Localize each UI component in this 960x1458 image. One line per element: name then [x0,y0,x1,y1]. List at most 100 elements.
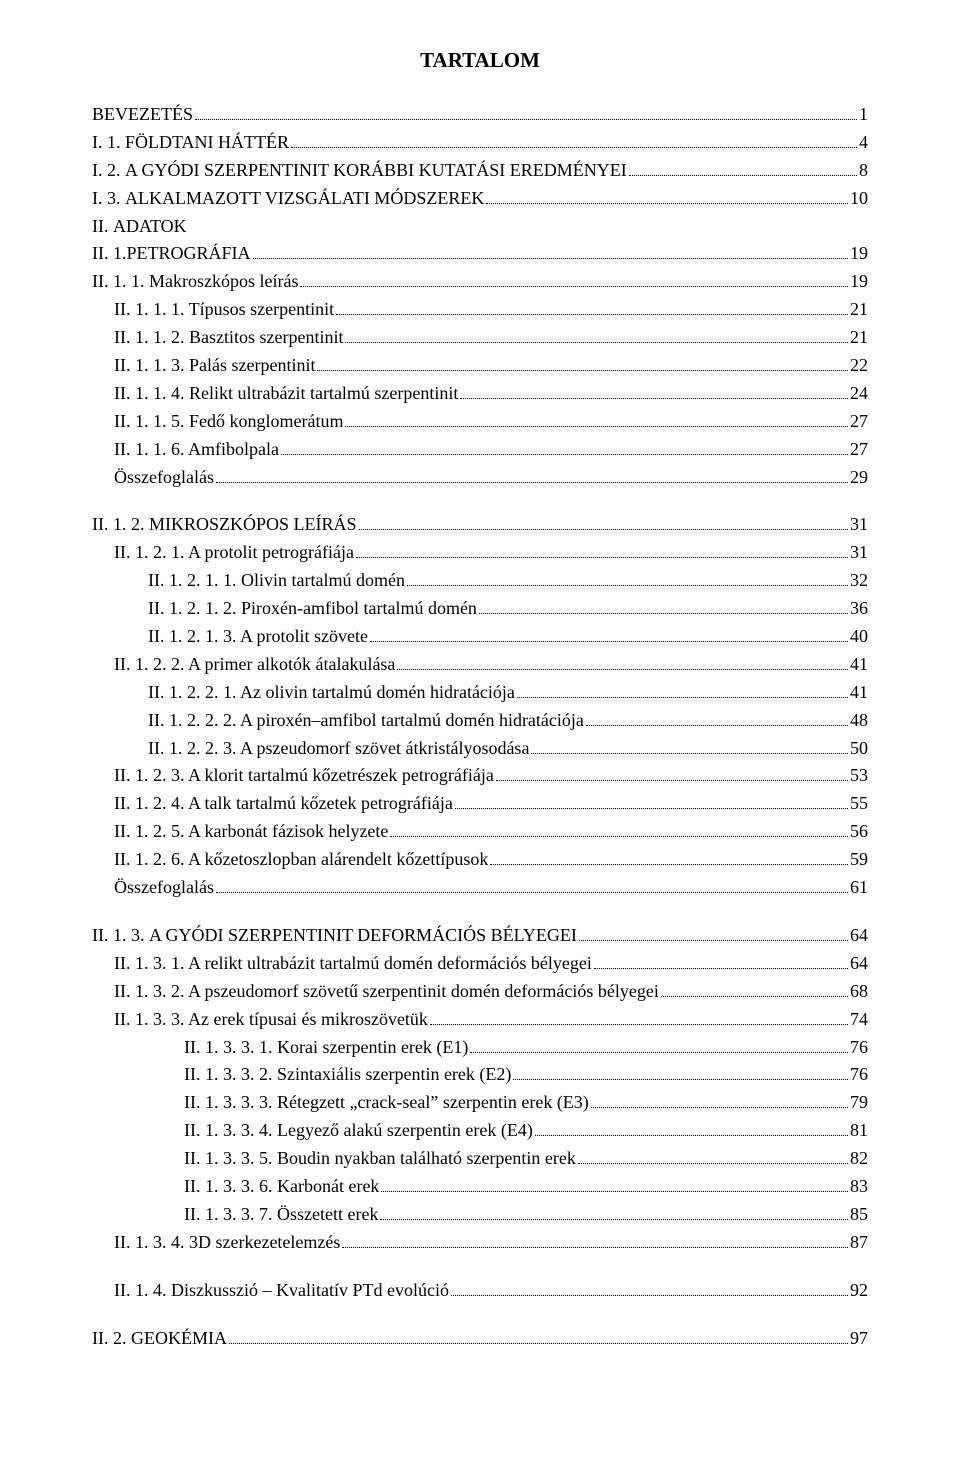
toc-label: II. 1. 4. Diszkusszió – Kvalitatív PTd e… [114,1277,449,1305]
toc-label: II. 1. 1. 1. Típusos szerpentinit [114,296,334,324]
section-gap [92,902,868,922]
toc-leader-dots [517,697,848,698]
toc-page-number: 55 [850,790,868,818]
toc-page-number: 64 [850,922,868,950]
toc-label: II. 1. 2. 2. 3. A pszeudomorf szövet átk… [148,735,529,763]
toc-page-number: 81 [850,1117,868,1145]
toc-page-number: 19 [850,240,868,268]
toc-leader-dots [381,1191,848,1192]
toc-page-number: 10 [850,185,868,213]
toc-leader-dots [216,892,848,893]
toc-entry: II. 1. 1. 3. Palás szerpentinit22 [92,352,868,380]
toc-leader-dots [345,426,848,427]
section-gap [92,1305,868,1325]
toc-entry: II. 1. 2. 1. 1. Olivin tartalmú domén32 [92,567,868,595]
toc-page-number: 4 [859,129,868,157]
toc-label: I. 2. A GYÓDI SZERPENTINIT KORÁBBI KUTAT… [92,157,627,185]
toc-label: II. 1. 3. 4. 3D szerkezetelemzés [114,1229,340,1257]
toc-label: Összefoglalás [114,464,214,492]
toc-leader-dots [531,753,848,754]
toc-label: II. 1. 2. 5. A karbonát fázisok helyzete [114,818,388,846]
toc-leader-dots [359,529,848,530]
toc-leader-dots [430,1024,848,1025]
toc-label: II. 1. 3. 1. A relikt ultrabázit tartalm… [114,950,592,978]
toc-leader-dots [216,482,848,483]
toc-leader-dots [195,119,857,120]
toc-entry: II. 1. 2. 4. A talk tartalmú kőzetek pet… [92,790,868,818]
toc-label: BEVEZETÉS [92,101,193,129]
toc-entry: II. 1. 3. 3. 6. Karbonát erek 83 [92,1173,868,1201]
toc-label: II. ADATOK [92,213,187,241]
toc-leader-dots [336,314,848,315]
toc-page-number: 22 [850,352,868,380]
toc-page-number: 87 [850,1229,868,1257]
toc-label: II. 1. 3. 3. Az erek típusai és mikroszö… [114,1006,428,1034]
toc-label: II. 1. 2. 4. A talk tartalmú kőzetek pet… [114,790,453,818]
toc-entry: II. 1. 2. 5. A karbonát fázisok helyzete… [92,818,868,846]
toc-page-number: 76 [850,1061,868,1089]
toc-leader-dots [460,398,848,399]
toc-leader-dots [317,370,848,371]
toc-entry: II. 1. 3. 2. A pszeudomorf szövetű szerp… [92,978,868,1006]
toc-leader-dots [629,175,857,176]
toc-leader-dots [300,286,848,287]
toc-label: II. 1. 2. 2. A primer alkotók átalakulás… [114,651,395,679]
toc-label: II. 1. 2. MIKROSZKÓPOS LEÍRÁS [92,511,357,539]
toc-label: I. 1. FÖLDTANI HÁTTÉR [92,129,289,157]
toc-entry: I. 2. A GYÓDI SZERPENTINIT KORÁBBI KUTAT… [92,157,868,185]
toc-leader-dots [345,342,848,343]
toc-label: II. 1. 2. 1. A protolit petrográfiája [114,539,354,567]
toc-leader-dots [535,1135,848,1136]
toc-label: Összefoglalás [114,874,214,902]
toc-entry: II. 1. 3. 3. 2. Szintaxiális szerpentin … [92,1061,868,1089]
toc-page-number: 53 [850,762,868,790]
toc-label: II. 1. 3. 3. 2. Szintaxiális szerpentin … [184,1061,511,1089]
toc-page-number: 41 [850,679,868,707]
toc-page-number: 48 [850,707,868,735]
toc-label: II. 1. 2. 3. A klorit tartalmú kőzetrész… [114,762,494,790]
toc-leader-dots [253,258,848,259]
toc-label: II. 1. 3. 3. 1. Korai szerpentin erek (E… [184,1034,468,1062]
toc-entry: II. 1. 1. 2. Basztitos szerpentinit21 [92,324,868,352]
toc-page-number: 27 [850,436,868,464]
toc-label: II. 1. 3. 2. A pszeudomorf szövetű szerp… [114,978,659,1006]
toc-entry: II. 1. 3. 4. 3D szerkezetelemzés 87 [92,1229,868,1257]
toc-label: II. 1. 2. 6. A kőzetoszlopban alárendelt… [114,846,488,874]
toc-page-number: 79 [850,1089,868,1117]
toc-page-number: 41 [850,651,868,679]
toc-leader-dots [496,780,848,781]
toc-label: II. 1. 3. 3. 3. Rétegzett „crack-seal” s… [184,1089,589,1117]
toc-leader-dots [594,968,848,969]
toc-leader-dots [486,203,848,204]
toc-page-number: 19 [850,268,868,296]
toc-leader-dots [586,725,848,726]
toc-entry: II. 1. 1. 5. Fedő konglomerátum27 [92,408,868,436]
toc-page-number: 29 [850,464,868,492]
toc-page-number: 68 [850,978,868,1006]
toc-label: II. 1. 3. 3. 4. Legyező alakú szerpentin… [184,1117,533,1145]
toc-page-number: 36 [850,595,868,623]
toc-leader-dots [281,454,848,455]
toc-page-number: 31 [850,539,868,567]
toc-leader-dots [661,996,848,997]
toc-page-number: 1 [859,101,868,129]
toc-page-number: 76 [850,1034,868,1062]
toc-leader-dots [380,1219,848,1220]
toc-entry: II. 1. 3. 3. Az erek típusai és mikroszö… [92,1006,868,1034]
table-of-contents: BEVEZETÉS 1 I. 1. FÖLDTANI HÁTTÉR 4 I. 2. A … [92,101,868,1352]
toc-label: II. 1. 1. 6. Amfibolpala [114,436,279,464]
page-title: TARTALOM [92,48,868,73]
toc-label: II. 1. 1. Makroszkópos leírás [92,268,298,296]
toc-entry: II. 1. 2. 2. 2. A piroxén–amfibol tartal… [92,707,868,735]
toc-page-number: 83 [850,1173,868,1201]
toc-page-number: 40 [850,623,868,651]
toc-leader-dots [229,1343,848,1344]
toc-entry: II. 1. 1. Makroszkópos leírás 19 [92,268,868,296]
toc-leader-dots [342,1247,848,1248]
toc-page-number: 32 [850,567,868,595]
toc-label: II. 1. 3. 3. 7. Összetett erek [184,1201,378,1229]
toc-label: II. 1. 3. 3. 6. Karbonát erek [184,1173,379,1201]
toc-entry: II. 1. 2. 2. 1. Az olivin tartalmú domén… [92,679,868,707]
toc-leader-dots [291,147,857,148]
toc-entry: I. 1. FÖLDTANI HÁTTÉR 4 [92,129,868,157]
